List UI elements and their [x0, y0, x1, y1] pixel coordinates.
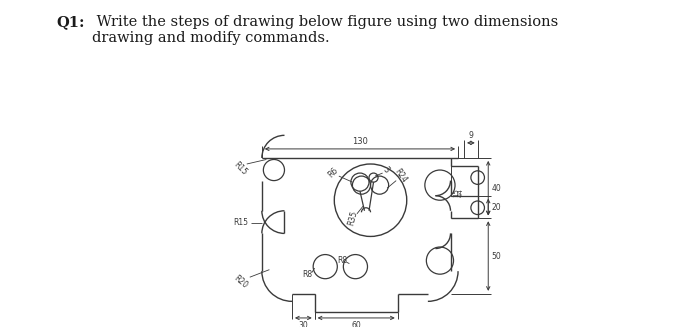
- Text: 50: 50: [491, 251, 501, 261]
- Text: 30: 30: [298, 321, 308, 327]
- Text: 15: 15: [454, 188, 459, 197]
- Text: R8: R8: [302, 270, 312, 279]
- Text: R8: R8: [337, 256, 347, 265]
- Text: R15: R15: [233, 218, 248, 227]
- Text: Write the steps of drawing below figure using two dimensions
drawing and modify : Write the steps of drawing below figure …: [92, 15, 559, 45]
- Text: 60: 60: [351, 321, 361, 327]
- Text: 130: 130: [352, 137, 368, 146]
- Text: R35: R35: [346, 210, 358, 227]
- Text: R24: R24: [393, 167, 409, 185]
- Text: R6: R6: [326, 166, 340, 180]
- Text: Q1:: Q1:: [56, 15, 85, 29]
- Text: 40: 40: [491, 184, 501, 193]
- Text: 44: 44: [458, 188, 464, 197]
- Text: 20: 20: [491, 203, 501, 212]
- Text: R15: R15: [232, 160, 249, 177]
- Text: 3: 3: [381, 165, 391, 175]
- Text: R20: R20: [232, 273, 249, 290]
- Text: 9: 9: [468, 131, 473, 140]
